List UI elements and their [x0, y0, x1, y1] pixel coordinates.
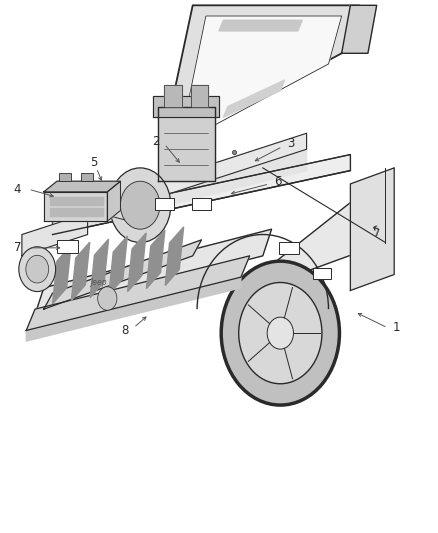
Circle shape	[267, 317, 293, 349]
Polygon shape	[153, 96, 219, 117]
Polygon shape	[162, 5, 359, 149]
Polygon shape	[342, 5, 377, 53]
Polygon shape	[44, 192, 107, 221]
Bar	[192, 198, 211, 210]
Polygon shape	[350, 168, 394, 290]
Polygon shape	[109, 236, 127, 295]
Text: ↰: ↰	[367, 223, 382, 240]
Polygon shape	[107, 181, 120, 221]
Polygon shape	[44, 181, 120, 192]
Polygon shape	[22, 213, 88, 256]
Polygon shape	[164, 85, 182, 107]
Text: 5: 5	[91, 156, 98, 169]
Polygon shape	[219, 20, 302, 31]
Polygon shape	[26, 256, 250, 330]
Polygon shape	[127, 233, 146, 292]
Bar	[57, 240, 78, 253]
Polygon shape	[90, 239, 109, 298]
Circle shape	[110, 168, 171, 243]
Polygon shape	[254, 168, 394, 290]
Text: 1: 1	[392, 321, 400, 334]
Polygon shape	[53, 155, 350, 235]
Text: 2: 2	[152, 135, 159, 148]
Text: 6: 6	[274, 175, 282, 188]
Polygon shape	[53, 149, 307, 235]
Circle shape	[26, 255, 49, 283]
Bar	[81, 173, 93, 181]
Text: 4: 4	[14, 183, 21, 196]
Text: 7: 7	[14, 241, 21, 254]
Polygon shape	[223, 80, 285, 117]
Polygon shape	[53, 245, 71, 304]
Bar	[59, 173, 71, 181]
Circle shape	[239, 282, 322, 384]
Text: 3: 3	[288, 138, 295, 150]
Circle shape	[221, 261, 339, 405]
Text: Jeep: Jeep	[90, 278, 107, 287]
Text: 8: 8	[121, 324, 128, 337]
Polygon shape	[158, 107, 215, 181]
Polygon shape	[146, 230, 165, 288]
Polygon shape	[50, 197, 103, 205]
Circle shape	[19, 247, 56, 292]
Polygon shape	[26, 277, 241, 341]
Polygon shape	[180, 16, 342, 144]
Polygon shape	[191, 85, 208, 107]
Bar	[313, 268, 331, 279]
Polygon shape	[44, 240, 201, 309]
Polygon shape	[110, 133, 307, 213]
Bar	[279, 242, 299, 254]
Bar	[155, 198, 174, 210]
Circle shape	[98, 287, 117, 310]
Polygon shape	[35, 229, 272, 314]
Polygon shape	[71, 242, 90, 301]
Polygon shape	[50, 208, 103, 216]
Circle shape	[120, 181, 160, 229]
Polygon shape	[165, 227, 184, 286]
